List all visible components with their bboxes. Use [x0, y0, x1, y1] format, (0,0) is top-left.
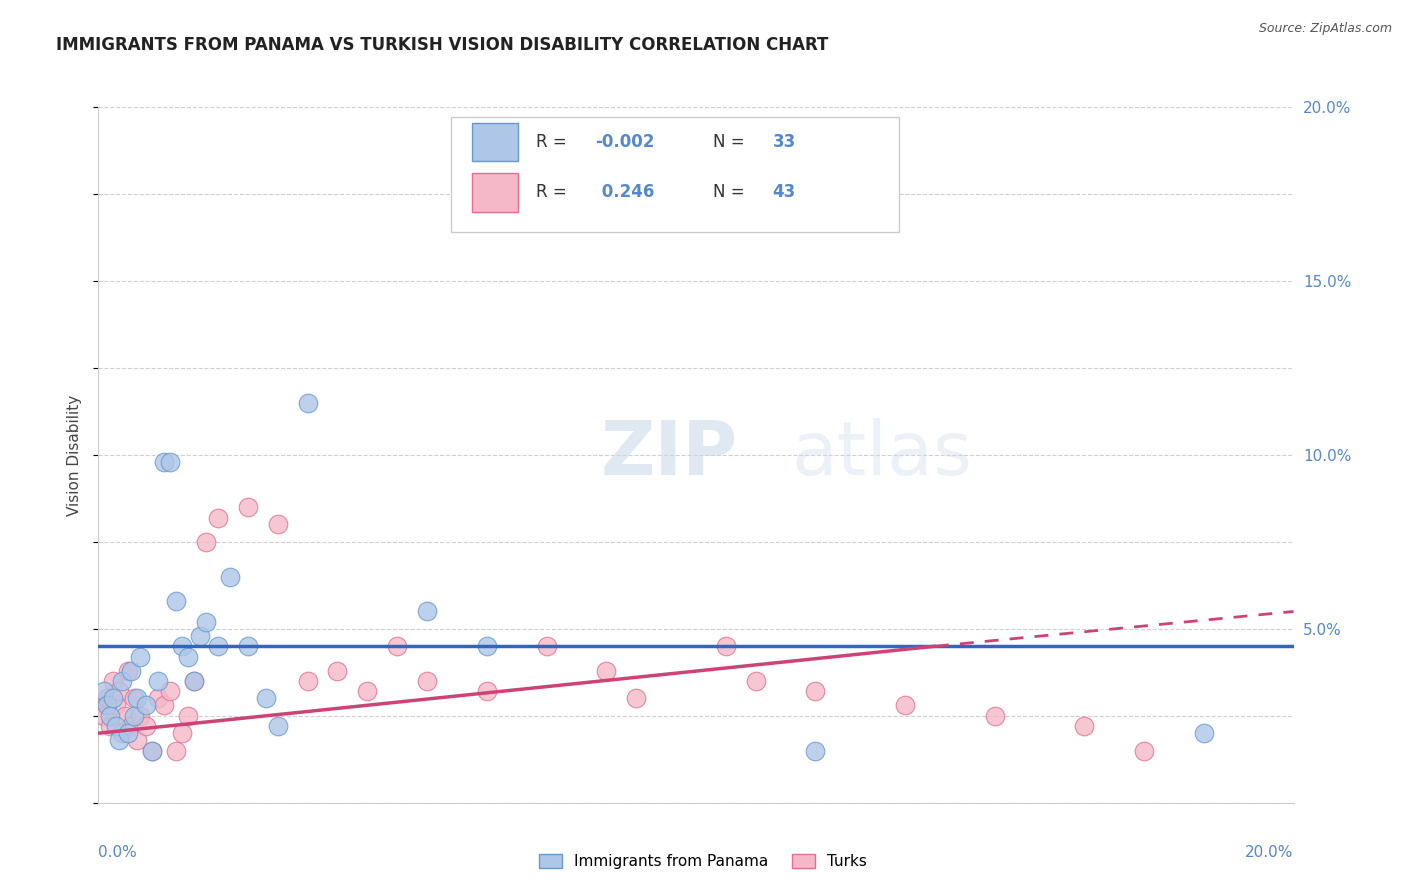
Text: Source: ZipAtlas.com: Source: ZipAtlas.com: [1258, 22, 1392, 36]
Point: [93, 708, 115, 723]
Point: [100, 708, 122, 723]
Point: [135, 719, 157, 733]
Point: [385, 639, 409, 653]
Point: [120, 664, 142, 678]
Point: [159, 684, 181, 698]
Point: [165, 594, 187, 608]
Point: [416, 605, 439, 619]
Point: [153, 455, 176, 469]
Point: [172, 726, 194, 740]
Point: [297, 395, 319, 409]
Point: [236, 639, 259, 653]
Point: [207, 510, 229, 524]
Point: [177, 649, 200, 664]
Point: [475, 639, 498, 653]
Point: [1133, 744, 1156, 758]
Point: [195, 534, 218, 549]
Text: IMMIGRANTS FROM PANAMA VS TURKISH VISION DISABILITY CORRELATION CHART: IMMIGRANTS FROM PANAMA VS TURKISH VISION…: [56, 36, 828, 54]
Point: [124, 691, 146, 706]
Point: [127, 733, 149, 747]
Point: [714, 639, 737, 653]
Point: [159, 455, 181, 469]
Bar: [472, 173, 517, 211]
Point: [114, 708, 136, 723]
Legend: Immigrants from Panama, Turks: Immigrants from Panama, Turks: [533, 848, 873, 875]
Point: [984, 708, 1007, 723]
Point: [804, 744, 827, 758]
Point: [326, 664, 349, 678]
Point: [1073, 719, 1095, 733]
Text: R =: R =: [536, 184, 567, 202]
Point: [117, 726, 139, 740]
Point: [90, 698, 112, 713]
Point: [475, 684, 498, 698]
Bar: [451, 118, 900, 232]
Y-axis label: Vision Disability: Vision Disability: [67, 394, 83, 516]
Point: [219, 570, 242, 584]
Point: [153, 698, 176, 713]
Point: [100, 719, 122, 733]
Point: [135, 698, 157, 713]
Point: [141, 744, 163, 758]
Point: [148, 674, 170, 689]
Point: [127, 691, 149, 706]
Text: R =: R =: [536, 133, 567, 151]
Point: [96, 691, 118, 706]
Point: [183, 674, 205, 689]
Point: [105, 698, 128, 713]
Point: [129, 708, 152, 723]
Point: [416, 674, 439, 689]
Point: [105, 719, 128, 733]
Point: [745, 674, 768, 689]
Point: [297, 674, 319, 689]
Text: 33: 33: [772, 133, 796, 151]
Point: [93, 684, 115, 698]
Text: ZIP: ZIP: [600, 418, 738, 491]
Point: [129, 649, 152, 664]
Point: [207, 639, 229, 653]
Text: N =: N =: [713, 184, 744, 202]
Point: [111, 726, 134, 740]
Text: -0.002: -0.002: [596, 133, 655, 151]
Text: 43: 43: [772, 184, 796, 202]
Text: atlas: atlas: [792, 418, 973, 491]
Point: [108, 684, 131, 698]
Point: [172, 639, 194, 653]
Point: [595, 664, 617, 678]
Point: [141, 744, 163, 758]
Point: [267, 517, 290, 532]
Point: [148, 691, 170, 706]
Point: [267, 719, 290, 733]
Point: [111, 674, 134, 689]
Text: N =: N =: [713, 133, 744, 151]
Point: [356, 684, 378, 698]
Point: [177, 708, 200, 723]
Bar: [472, 123, 517, 161]
Text: 20.0%: 20.0%: [1246, 845, 1294, 860]
Point: [183, 674, 205, 689]
Point: [103, 674, 125, 689]
Text: 0.0%: 0.0%: [98, 845, 138, 860]
Point: [117, 664, 139, 678]
Point: [536, 639, 558, 653]
Point: [108, 733, 131, 747]
Point: [804, 684, 827, 698]
Point: [1192, 726, 1215, 740]
Point: [96, 698, 118, 713]
Point: [188, 629, 211, 643]
Point: [195, 615, 218, 629]
Point: [165, 744, 187, 758]
Point: [236, 500, 259, 514]
Point: [124, 708, 146, 723]
Point: [120, 719, 142, 733]
Point: [894, 698, 917, 713]
Point: [626, 691, 648, 706]
Text: 0.246: 0.246: [596, 184, 654, 202]
Point: [254, 691, 277, 706]
Point: [103, 691, 125, 706]
